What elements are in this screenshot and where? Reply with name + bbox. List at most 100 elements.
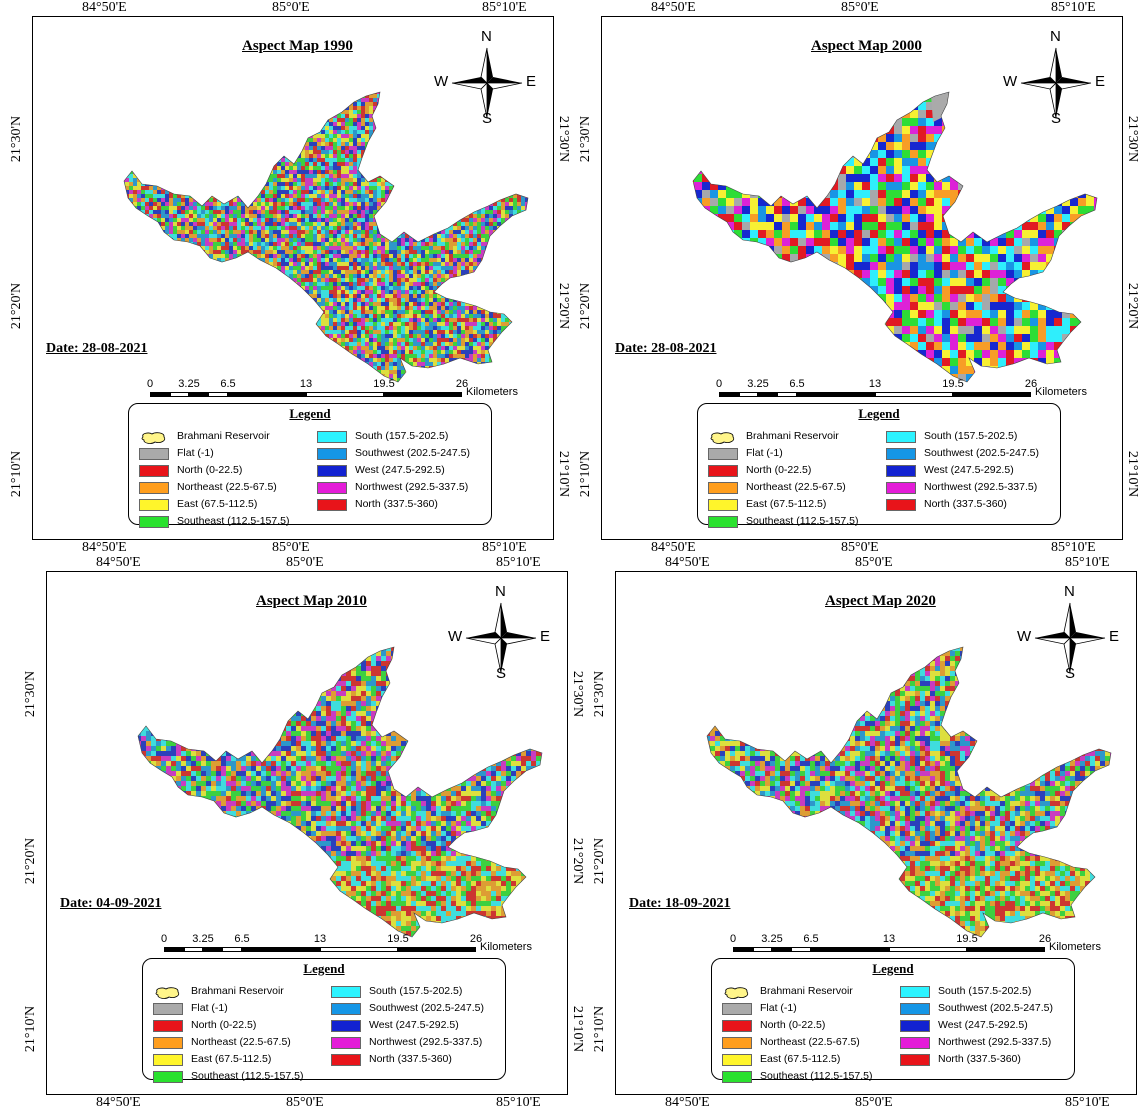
legend-title: Legend <box>143 961 505 977</box>
legend-label: South (157.5-202.5) <box>924 430 1017 442</box>
scale-tick-label: 0 <box>147 378 153 390</box>
scale-tick-label: 3.25 <box>761 933 782 945</box>
scale-segment <box>875 392 953 397</box>
longitude-label: 85°0'E <box>841 540 879 556</box>
legend-swatch <box>331 986 361 998</box>
legend-label: Brahmani Reservoir <box>177 430 270 442</box>
longitude-label: 84°50'E <box>651 540 696 556</box>
longitude-label: 85°0'E <box>272 540 310 556</box>
scale-segment <box>739 392 758 397</box>
legend-swatch <box>900 1037 930 1049</box>
longitude-label: 85°10'E <box>1051 0 1096 16</box>
latitude-label: 21°30'N <box>23 671 39 717</box>
legend-swatch <box>886 465 916 477</box>
legend-label: Southeast (112.5-157.5) <box>746 515 858 527</box>
legend-swatch <box>708 499 738 511</box>
legend-swatch <box>722 1071 752 1083</box>
scale-segment <box>889 947 967 952</box>
legend-swatch <box>722 1037 752 1049</box>
reservoir-symbol-icon <box>153 986 183 998</box>
longitude-label: 85°10'E <box>1065 555 1110 571</box>
legend-label: West (247.5-292.5) <box>938 1019 1028 1031</box>
legend-swatch <box>900 1003 930 1015</box>
legend-label: Brahmani Reservoir <box>760 985 853 997</box>
scale-unit: Kilometers <box>1035 386 1087 398</box>
legend-label: Brahmani Reservoir <box>746 430 839 442</box>
legend-label: North (0-22.5) <box>760 1019 825 1031</box>
legend-swatch <box>317 465 347 477</box>
scale-tick-label: 19.5 <box>942 378 963 390</box>
scale-tick-label: 13 <box>883 933 895 945</box>
legend-label: Northwest (292.5-337.5) <box>355 481 468 493</box>
legend-swatch <box>886 499 916 511</box>
legend-swatch <box>331 1054 361 1066</box>
latitude-label: 21°10'N <box>578 451 594 497</box>
longitude-label: 84°50'E <box>96 555 141 571</box>
legend-label: Southeast (112.5-157.5) <box>760 1070 872 1082</box>
legend-label: Southwest (202.5-247.5) <box>938 1002 1053 1014</box>
longitude-label: 84°50'E <box>82 0 127 16</box>
legend-swatch <box>708 448 738 460</box>
scale-segment <box>306 392 384 397</box>
legend-label: South (157.5-202.5) <box>355 430 448 442</box>
scale-tick-label: 0 <box>730 933 736 945</box>
legend-swatch <box>139 465 169 477</box>
scale-tick-label: 19.5 <box>956 933 977 945</box>
scale-segment <box>733 947 753 952</box>
scale-unit: Kilometers <box>1049 941 1101 953</box>
legend: Legend Brahmani Reservoir Flat (-1) North (… <box>697 403 1061 525</box>
legend-swatch <box>153 1003 183 1015</box>
scale-segment <box>758 392 777 397</box>
legend-swatch <box>708 516 738 528</box>
legend-label: Northeast (22.5-67.5) <box>760 1036 860 1048</box>
scale-tick-label: 6.5 <box>789 378 804 390</box>
legend-swatch <box>722 1020 752 1032</box>
legend-label: South (157.5-202.5) <box>938 985 1031 997</box>
legend-label: North (0-22.5) <box>746 464 811 476</box>
compass-n-label: N <box>481 28 492 45</box>
longitude-label: 85°0'E <box>286 555 324 571</box>
legend-label: East (67.5-112.5) <box>746 498 826 510</box>
legend-label: North (337.5-360) <box>924 498 1007 510</box>
scale-segment <box>777 392 797 397</box>
scale-segment <box>150 392 170 397</box>
scale-segment <box>772 947 791 952</box>
legend-label: Flat (-1) <box>191 1002 228 1014</box>
longitude-label: 85°10'E <box>482 0 527 16</box>
latitude-label: 21°30'N <box>578 116 594 162</box>
scale-segment <box>797 392 875 397</box>
longitude-label: 84°50'E <box>665 1095 710 1111</box>
map-date: Date: 18-09-2021 <box>629 896 730 912</box>
legend-swatch <box>331 1020 361 1032</box>
scale-tick-label: 6.5 <box>234 933 249 945</box>
latitude-label: 21°30'N <box>592 671 608 717</box>
scale-tick-label: 0 <box>716 378 722 390</box>
legend-label: Flat (-1) <box>746 447 783 459</box>
longitude-label: 85°0'E <box>272 0 310 16</box>
legend-label: Northeast (22.5-67.5) <box>746 481 846 493</box>
scale-segment <box>170 392 189 397</box>
scale-tick-label: 3.25 <box>178 378 199 390</box>
scale-segment <box>320 947 398 952</box>
legend-swatch <box>331 1037 361 1049</box>
reservoir-symbol-icon <box>708 431 738 443</box>
scale-tick-label: 3.25 <box>747 378 768 390</box>
longitude-label: 84°50'E <box>96 1095 141 1111</box>
legend-label: North (337.5-360) <box>938 1053 1021 1065</box>
legend-swatch <box>708 482 738 494</box>
scale-segment <box>184 947 203 952</box>
scale-segment <box>228 392 306 397</box>
legend-swatch <box>139 499 169 511</box>
longitude-label: 85°0'E <box>855 555 893 571</box>
latitude-label: 21°30'N <box>9 116 25 162</box>
legend-swatch <box>317 499 347 511</box>
scale-tick-label: 19.5 <box>373 378 394 390</box>
legend-title: Legend <box>698 406 1060 422</box>
legend-label: South (157.5-202.5) <box>369 985 462 997</box>
compass-n-label: N <box>1064 583 1075 600</box>
compass-n-label: N <box>1050 28 1061 45</box>
